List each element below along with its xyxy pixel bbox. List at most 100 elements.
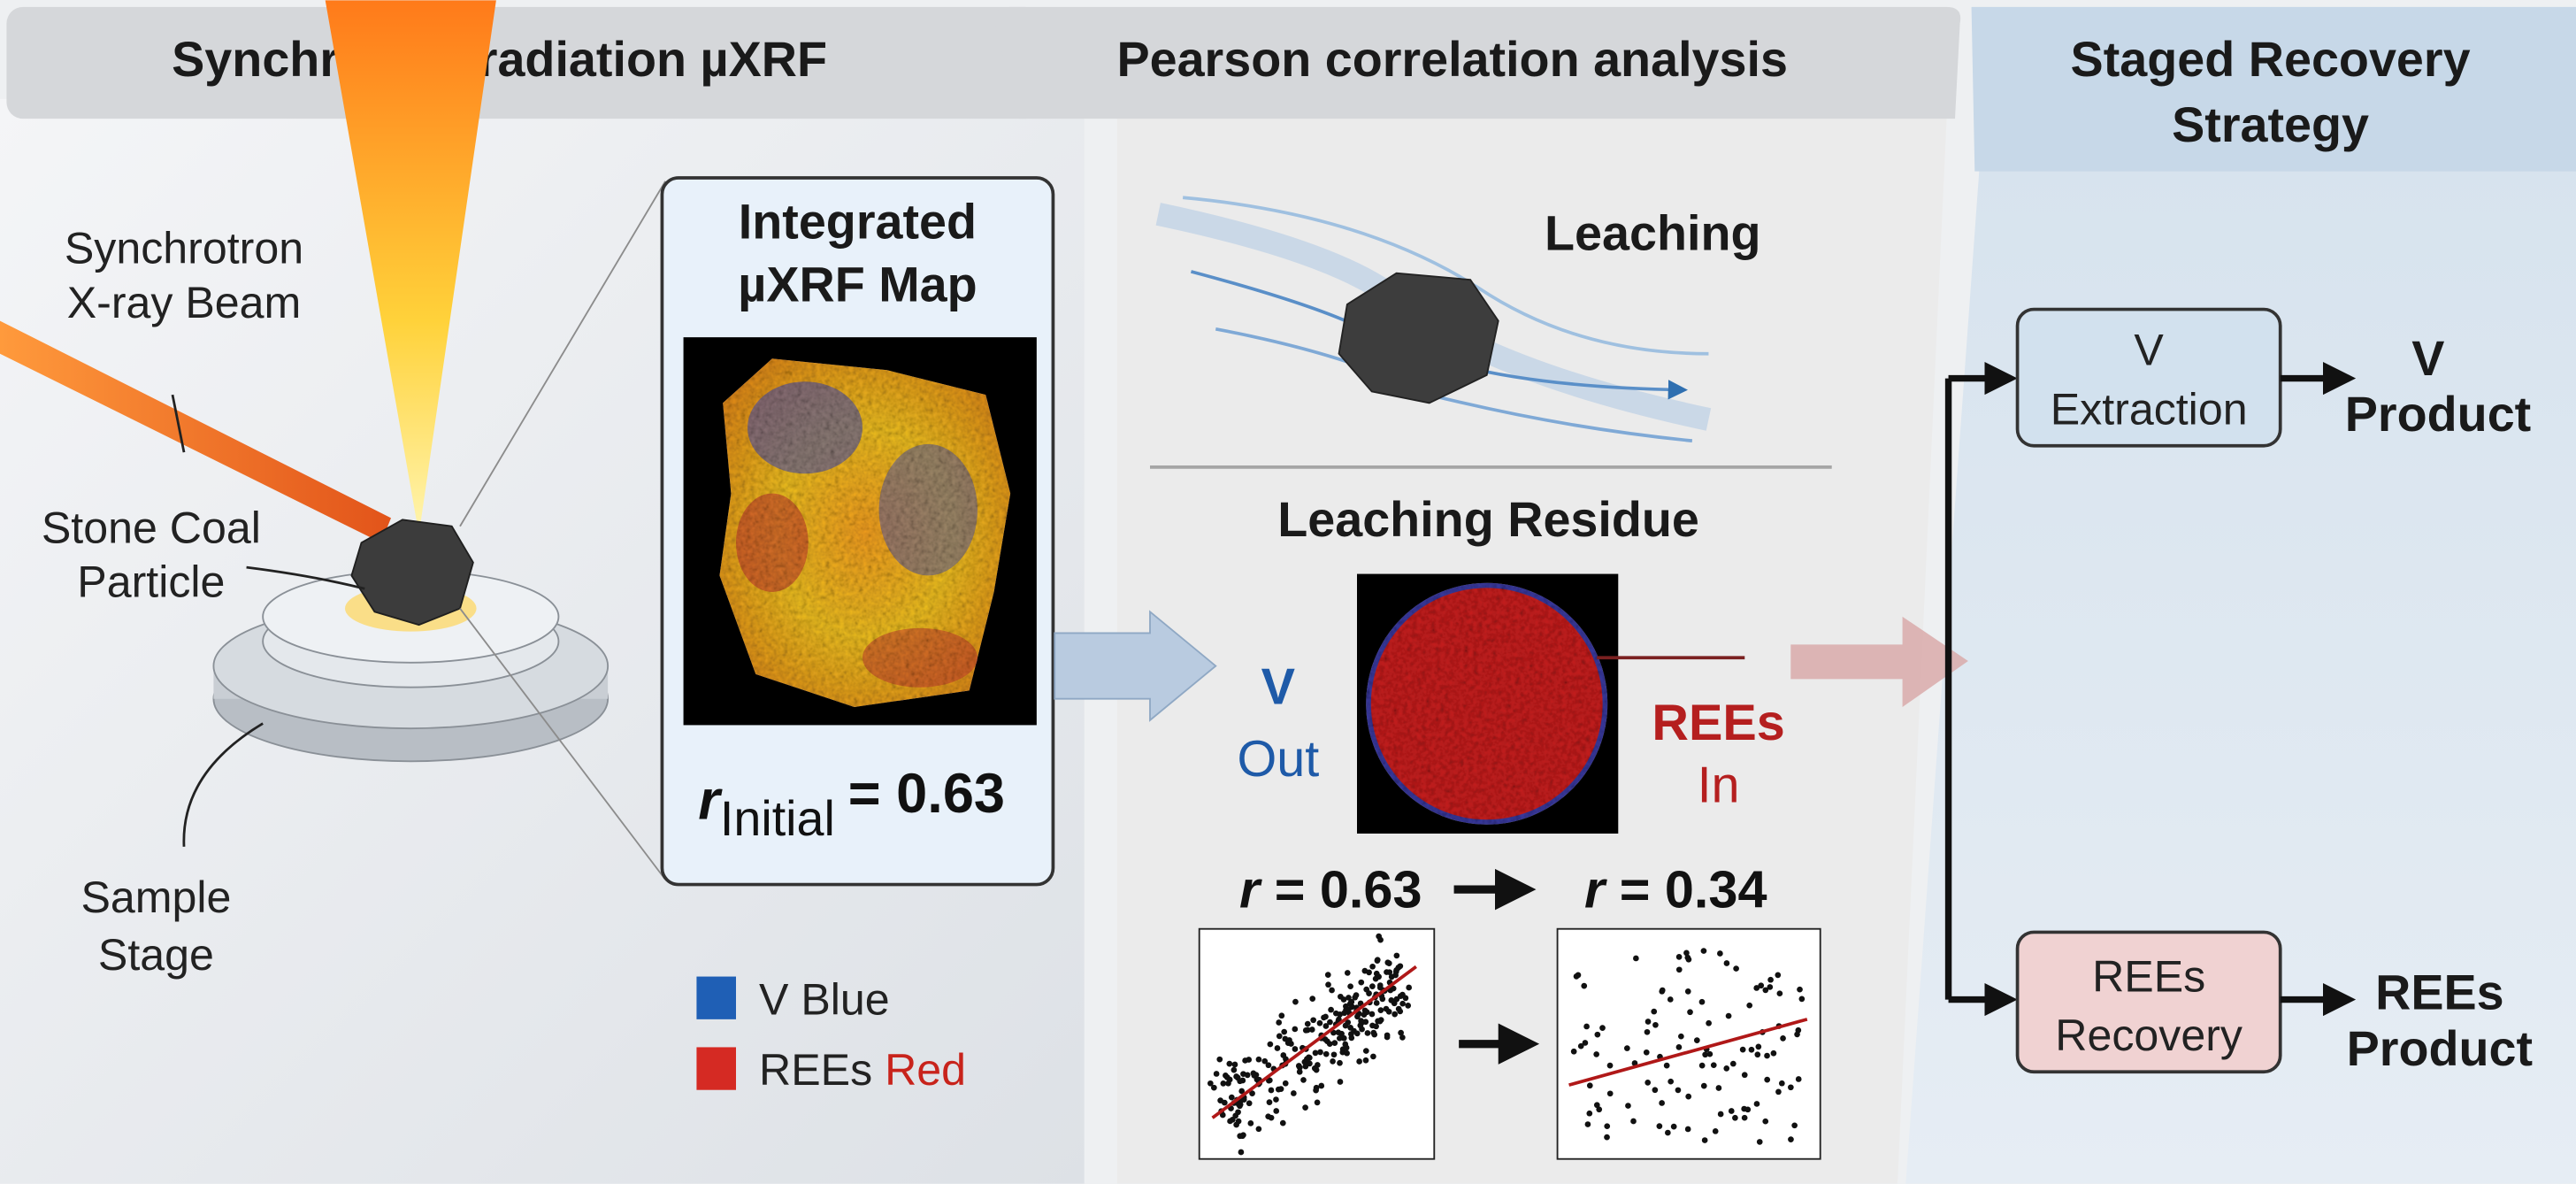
dot — [1228, 1094, 1235, 1101]
dot — [1274, 1045, 1281, 1051]
label: Product — [2347, 1021, 2533, 1076]
dot — [1376, 982, 1384, 988]
dot — [1255, 1126, 1262, 1133]
dot — [1310, 1017, 1316, 1024]
dot — [1687, 1009, 1693, 1016]
dot — [1344, 1049, 1350, 1057]
dot — [1240, 1071, 1246, 1078]
dot — [1313, 1087, 1319, 1094]
dot — [1733, 965, 1739, 972]
dot — [1347, 1031, 1354, 1037]
dot — [1376, 933, 1383, 940]
dot — [1292, 1046, 1299, 1052]
dot — [1767, 984, 1774, 990]
dot — [1390, 985, 1397, 992]
dot — [1316, 1019, 1323, 1026]
panel-1-header — [6, 6, 1042, 119]
dot — [1312, 1049, 1319, 1057]
legend-text: REEs — [759, 1045, 885, 1095]
dot — [1343, 1044, 1350, 1051]
dot — [1753, 985, 1760, 991]
dot — [1361, 1011, 1368, 1019]
dot — [1670, 1123, 1677, 1130]
label: Product — [2345, 387, 2531, 442]
dot — [1330, 1051, 1338, 1058]
dot — [1281, 1028, 1288, 1035]
dot — [1345, 1019, 1352, 1026]
dot — [1659, 1100, 1665, 1106]
dot — [1302, 1026, 1309, 1034]
dot — [1753, 1101, 1760, 1107]
dot — [1794, 1031, 1800, 1038]
zoom-line — [459, 181, 666, 527]
dot — [1656, 1123, 1663, 1129]
dot — [1685, 1093, 1692, 1100]
dot — [1756, 1139, 1763, 1145]
dot — [1791, 1122, 1798, 1129]
label: X-ray Beam — [67, 278, 302, 327]
dot — [1369, 983, 1376, 989]
dot — [1675, 1044, 1683, 1050]
label: Leaching — [1545, 206, 1761, 261]
r-subscript: Initial — [720, 791, 835, 846]
dot — [1315, 1062, 1321, 1068]
dot — [1746, 1002, 1753, 1009]
dot — [1280, 1052, 1287, 1058]
dot — [1377, 1007, 1384, 1013]
leader — [182, 722, 264, 847]
dot — [1356, 1058, 1362, 1065]
dot — [1235, 1109, 1241, 1116]
dot — [1304, 1020, 1311, 1027]
dot — [1393, 952, 1400, 959]
dot — [1570, 1048, 1577, 1055]
dot — [1384, 969, 1390, 975]
dot — [1265, 1062, 1272, 1069]
dot — [1678, 1033, 1684, 1040]
particle — [1338, 272, 1499, 404]
dot — [1331, 1040, 1338, 1046]
dot — [1336, 1034, 1343, 1042]
dot — [1758, 982, 1765, 989]
dot — [1231, 1061, 1238, 1068]
dot — [1292, 998, 1299, 1005]
dot — [1307, 1060, 1313, 1067]
panel-title: Strategy — [2172, 97, 2369, 152]
dot — [1593, 1102, 1600, 1109]
dot — [1596, 1106, 1603, 1113]
dot — [1292, 1026, 1299, 1033]
dot — [1728, 1108, 1735, 1114]
dot — [1213, 1071, 1220, 1077]
dot — [1327, 1019, 1333, 1026]
dot — [1397, 993, 1404, 999]
dot — [1268, 1114, 1275, 1121]
residue-map — [1366, 582, 1608, 825]
dot — [1267, 1041, 1274, 1048]
dot — [1717, 1111, 1724, 1118]
dot — [1337, 1059, 1343, 1066]
dot — [1370, 1029, 1377, 1036]
dot — [1302, 1104, 1308, 1111]
dot — [1624, 1045, 1630, 1051]
dot — [1322, 1050, 1330, 1057]
flow-arrow — [1790, 616, 1968, 707]
r-value: rInitial = 0.63 — [698, 763, 1005, 846]
dot — [1344, 970, 1351, 976]
dot — [1583, 1023, 1590, 1030]
dot — [1246, 1100, 1253, 1107]
dot — [1764, 1076, 1771, 1083]
dot — [1370, 1053, 1376, 1060]
dot — [1330, 1029, 1337, 1036]
dot — [1237, 1133, 1244, 1140]
dot — [1702, 1051, 1708, 1058]
r-value: r = 0.63 — [1239, 860, 1422, 919]
label: In — [1698, 757, 1740, 814]
dot — [1211, 1084, 1217, 1091]
r-symbol: r — [698, 769, 723, 831]
dot — [1337, 1011, 1344, 1018]
legend-label: REEs Red — [759, 1045, 966, 1095]
label: Leaching Residue — [1277, 492, 1699, 547]
legend-label: V Blue — [759, 974, 890, 1024]
label: Synchrotron — [65, 224, 303, 273]
dot — [1369, 963, 1376, 970]
dot — [1340, 1034, 1347, 1042]
